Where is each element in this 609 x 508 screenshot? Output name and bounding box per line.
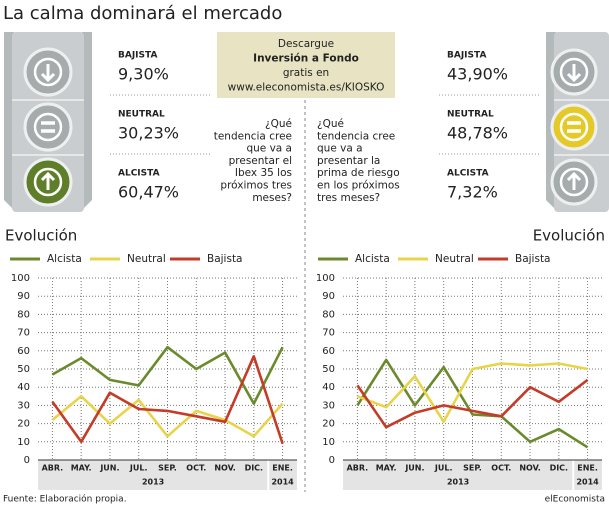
trend-value: 48,78% — [447, 124, 508, 143]
x-tick-label: ENE. — [272, 464, 293, 473]
x-tick-label: ABR. — [42, 464, 64, 473]
trend-value: 30,23% — [118, 124, 179, 143]
series-line — [51, 355, 284, 445]
y-tick-label: 50 — [322, 364, 335, 375]
question: tendencia cree — [317, 130, 395, 142]
title: La calma dominará el mercado — [3, 3, 282, 24]
series-line — [51, 345, 284, 405]
y-tick-label: 70 — [322, 328, 335, 339]
promo-text: gratis en — [283, 67, 329, 79]
trend-label: ALCISTA — [447, 169, 489, 179]
y-tick-label: 30 — [17, 400, 30, 411]
question: presentar el — [229, 155, 292, 167]
question: que va a — [246, 143, 292, 155]
legend-label: Alcista — [47, 253, 82, 265]
traffic-light-left — [4, 32, 92, 212]
question: tendencia cree — [214, 130, 292, 142]
y-tick-label: 10 — [17, 437, 30, 448]
promo-box — [217, 32, 395, 98]
x-tick-label: MAY. — [71, 464, 92, 473]
x-tick-label: OCT. — [491, 464, 511, 473]
y-tick-label: 80 — [17, 309, 30, 320]
x-tick-label: ABR. — [347, 464, 369, 473]
y-tick-label: 60 — [17, 346, 30, 357]
x-tick-label: NOV. — [519, 464, 540, 473]
question: meses? — [252, 192, 292, 204]
y-tick-label: 100 — [11, 273, 30, 284]
x-tick-label: DIC. — [550, 464, 569, 473]
y-tick-label: 90 — [322, 291, 335, 302]
question: Ibex 35 los — [235, 167, 292, 179]
year-label: 2013 — [142, 478, 164, 487]
y-tick-label: 20 — [322, 419, 335, 430]
y-tick-label: 50 — [17, 364, 30, 375]
axis-band — [343, 460, 602, 490]
series-line — [356, 358, 589, 449]
y-tick-label: 70 — [17, 328, 30, 339]
x-tick-label: JUN. — [99, 464, 119, 473]
trend-value: 60,47% — [118, 183, 179, 202]
year-label: 2013 — [447, 478, 469, 487]
y-tick-label: 40 — [17, 382, 30, 393]
series-line — [356, 378, 589, 429]
legend-label: Neutral — [127, 253, 166, 265]
series-line — [51, 395, 284, 438]
y-tick-label: 90 — [17, 291, 30, 302]
question: tres meses? — [317, 192, 380, 204]
source: Fuente: Elaboración propia. — [3, 494, 127, 505]
y-tick-label: 0 — [24, 455, 30, 466]
chart-title: Evolución — [5, 227, 77, 245]
legend-label: Alcista — [355, 253, 390, 265]
trend-label: ALCISTA — [118, 169, 160, 179]
question: ¿Qué — [317, 118, 344, 130]
y-tick-label: 40 — [322, 382, 335, 393]
trend-label: NEUTRAL — [118, 110, 165, 120]
promo-text: Descargue — [278, 38, 334, 50]
promo-text: Inversión a Fondo — [253, 53, 359, 65]
x-tick-label: ENE. — [577, 464, 598, 473]
y-tick-label: 0 — [329, 455, 335, 466]
trend-value: 9,30% — [118, 65, 169, 84]
x-tick-label: NOV. — [214, 464, 235, 473]
promo-text: www.eleconomista.es/KIOSKO — [228, 82, 385, 94]
y-tick-label: 100 — [316, 273, 335, 284]
series-line — [356, 362, 588, 424]
year-label: 2014 — [576, 478, 599, 487]
chart-title: Evolución — [533, 227, 605, 245]
x-tick-label: JUL. — [434, 464, 453, 473]
trend-value: 7,32% — [447, 183, 498, 202]
question: que va a — [317, 143, 363, 155]
trend-label: BAJISTA — [447, 51, 486, 61]
x-tick-label: JUL. — [129, 464, 148, 473]
legend-label: Bajista — [515, 253, 551, 265]
x-tick-label: SEP. — [158, 464, 177, 473]
question: en los próximos — [317, 180, 400, 192]
year-label: 2014 — [271, 478, 294, 487]
legend-label: Bajista — [207, 253, 243, 265]
question: próximos tres — [220, 180, 292, 192]
brand: elEconomista — [545, 495, 605, 505]
legend-label: Neutral — [435, 253, 474, 265]
trend-value: 43,90% — [447, 65, 508, 84]
axis-band — [38, 460, 297, 490]
trend-label: NEUTRAL — [447, 110, 494, 120]
question: prima de riesgo — [317, 167, 400, 179]
x-tick-label: DIC. — [245, 464, 264, 473]
x-tick-label: SEP. — [463, 464, 482, 473]
trend-label: BAJISTA — [118, 51, 157, 61]
question: presentar la — [317, 155, 380, 167]
x-tick-label: OCT. — [186, 464, 206, 473]
y-tick-label: 80 — [322, 309, 335, 320]
x-tick-label: JUN. — [404, 464, 424, 473]
traffic-light-right — [546, 32, 609, 212]
y-tick-label: 30 — [322, 400, 335, 411]
question: ¿Qué — [265, 118, 292, 130]
y-tick-label: 20 — [17, 419, 30, 430]
y-tick-label: 60 — [322, 346, 335, 357]
x-tick-label: MAY. — [376, 464, 397, 473]
y-tick-label: 10 — [322, 437, 335, 448]
